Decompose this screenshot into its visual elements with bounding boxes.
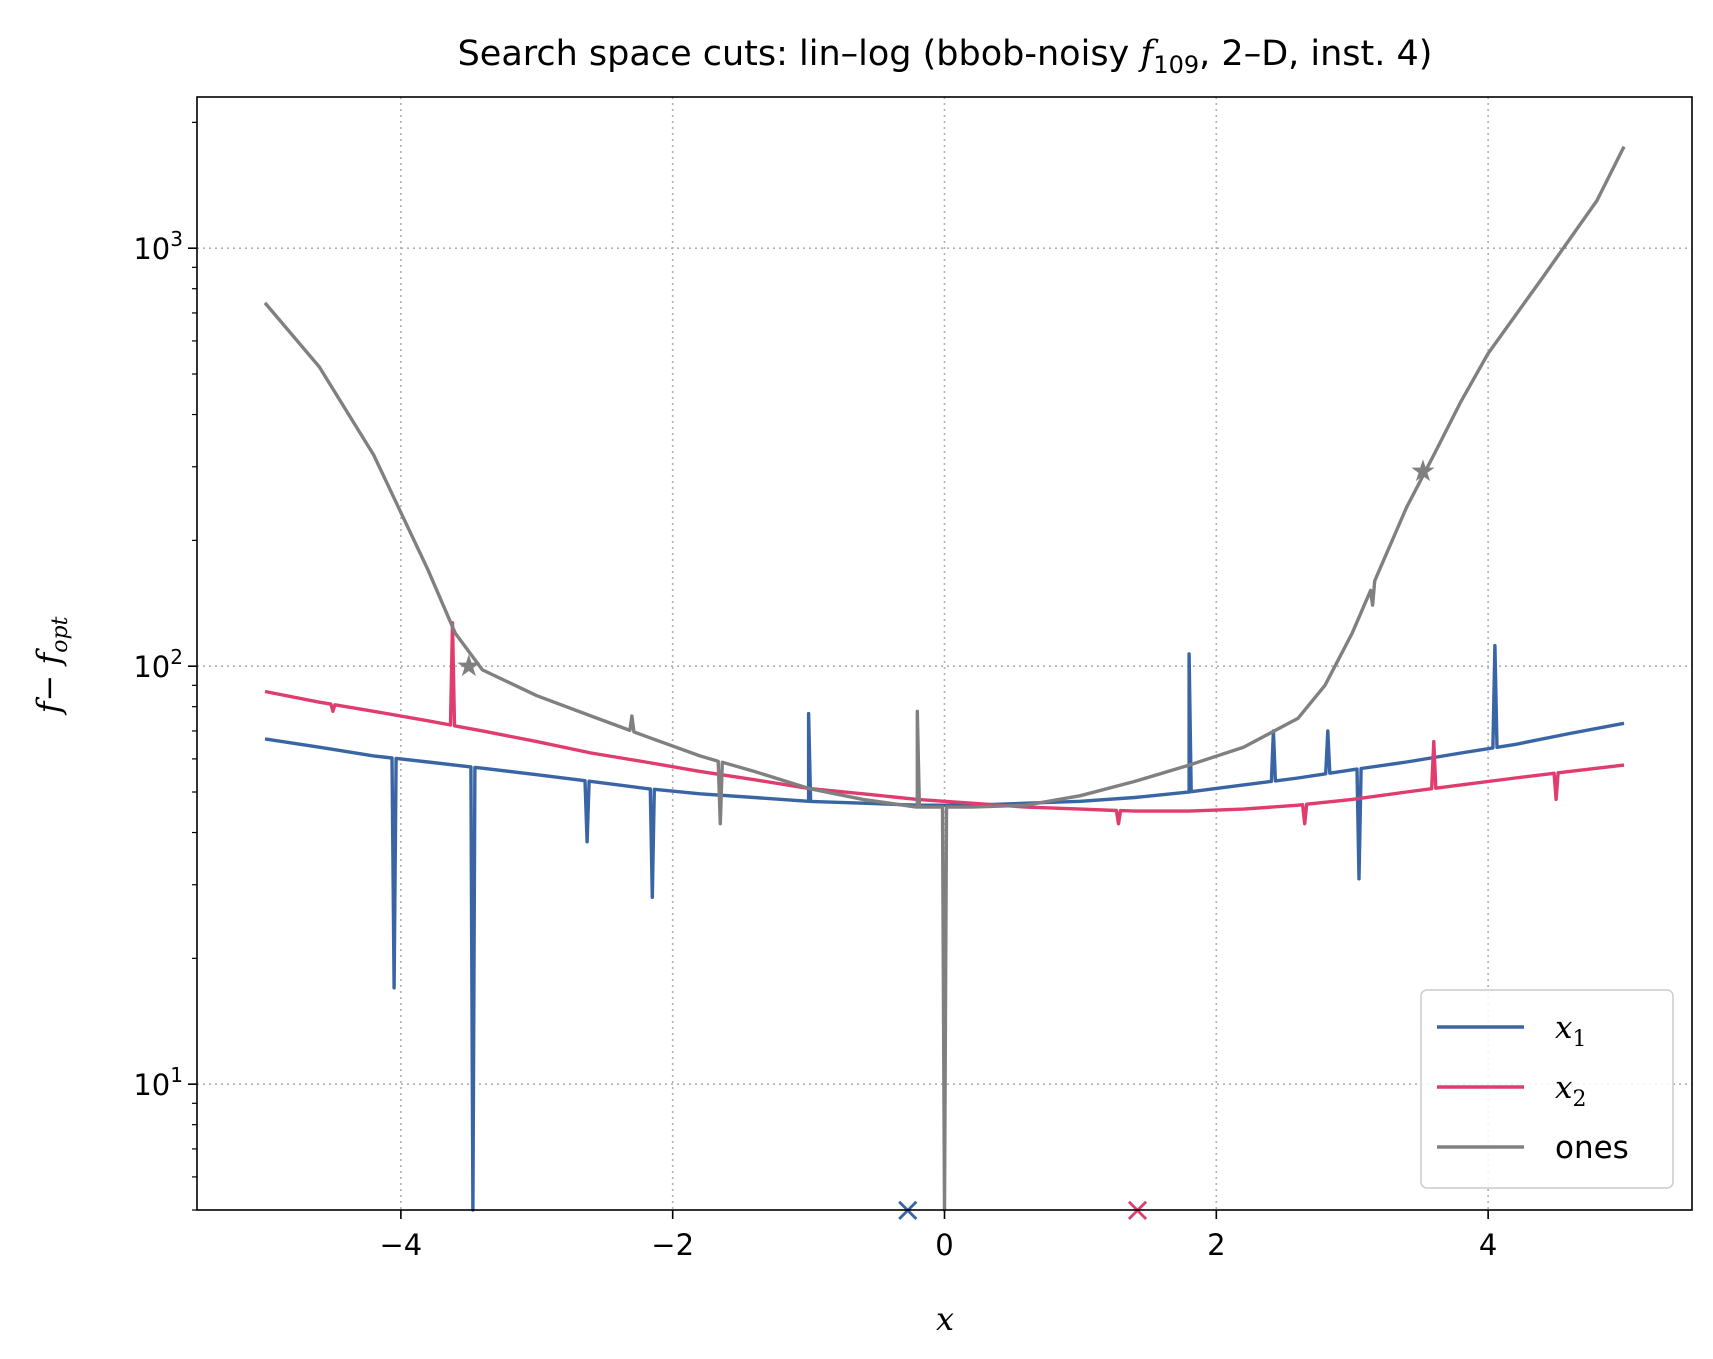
y-axis-ticks: 101 102 103 xyxy=(133,121,197,1211)
plot-lines xyxy=(263,145,1626,1212)
chart-title-suffix: , 2–D, inst. 4) xyxy=(1199,34,1432,74)
series-line-ones xyxy=(263,145,1626,1212)
y-axis-label-subscript: opt xyxy=(48,616,73,652)
legend-box xyxy=(1420,989,1674,1189)
legend: x1 x2 ones xyxy=(1420,989,1674,1189)
y-axis-label: f− fopt xyxy=(30,616,73,715)
series-line-x2 xyxy=(264,621,1625,826)
x-axis-label: x xyxy=(936,1300,954,1338)
y-axis-label-minus: − xyxy=(30,665,68,702)
x-tick-label: 4 xyxy=(1479,1228,1497,1262)
chart-title-prefix: Search space cuts: lin–log (bbob-noisy xyxy=(458,34,1141,74)
legend-label: x1 xyxy=(1555,1010,1586,1052)
chart-title: Search space cuts: lin–log (bbob-noisy f… xyxy=(458,34,1433,79)
legend-label: x2 xyxy=(1555,1070,1586,1112)
chart-title-subscript: 109 xyxy=(1153,51,1199,79)
x-tick-label: 0 xyxy=(935,1228,953,1262)
y-tick-label: 103 xyxy=(133,227,183,266)
x-axis-ticks: −4 −2 0 2 4 xyxy=(379,1210,1497,1262)
x-tick-label: −4 xyxy=(379,1228,422,1262)
y-tick-label: 102 xyxy=(133,645,183,684)
x-tick-label: 2 xyxy=(1207,1228,1225,1262)
series-line-x1 xyxy=(264,643,1625,1212)
star-marker: ★ xyxy=(455,649,482,684)
star-marker: ★ xyxy=(1409,454,1436,489)
y-tick-label: 101 xyxy=(133,1063,183,1102)
legend-label: ones xyxy=(1555,1130,1629,1166)
x-tick-label: −2 xyxy=(651,1228,694,1262)
